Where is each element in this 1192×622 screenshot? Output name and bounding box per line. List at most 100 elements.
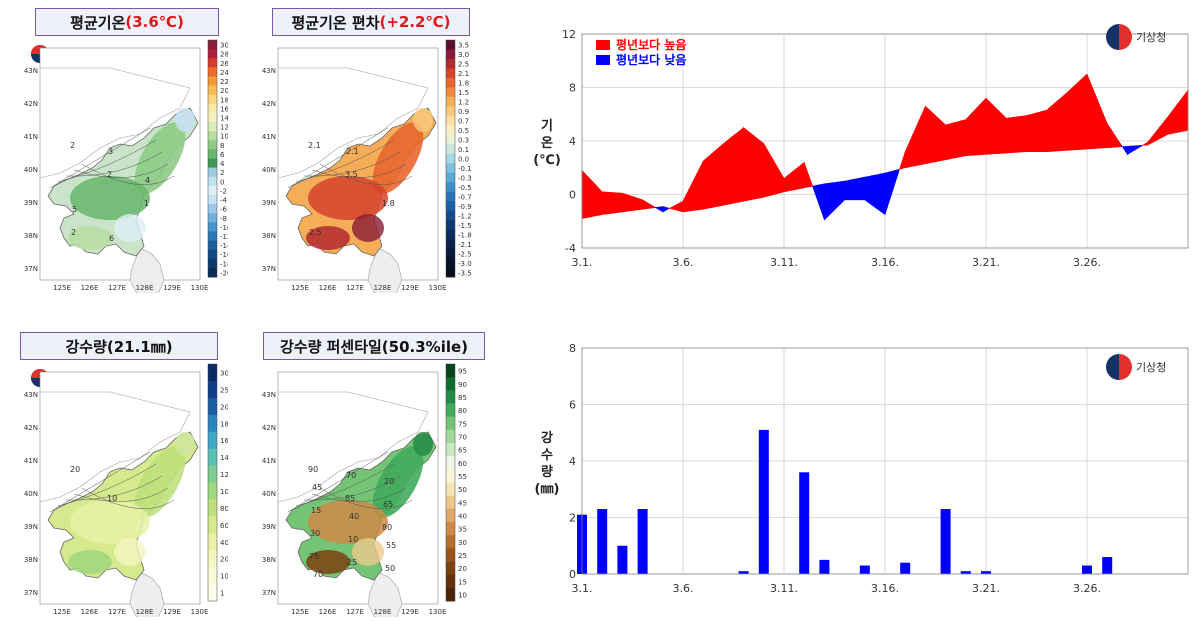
area-above-normal bbox=[1169, 110, 1173, 135]
lat-label: 42N bbox=[24, 424, 38, 432]
area-above-normal bbox=[981, 99, 985, 155]
lat-label: 43N bbox=[262, 391, 276, 399]
area-above-normal bbox=[785, 174, 789, 192]
area-above-normal bbox=[648, 202, 651, 209]
lat-label: 37N bbox=[262, 265, 276, 273]
contour-line bbox=[65, 475, 163, 501]
colorbar-label: -0.3 bbox=[458, 174, 472, 182]
lat-label: 40N bbox=[24, 490, 38, 498]
south-korea-shape bbox=[367, 571, 403, 617]
area-above-normal bbox=[763, 142, 767, 198]
area-above-normal bbox=[628, 194, 631, 212]
map-geo: 2.1 3.5 1.8 2.5 2.1 bbox=[277, 67, 437, 293]
colorbar-cell bbox=[208, 167, 217, 178]
area-above-normal bbox=[1157, 126, 1161, 141]
area-above-normal bbox=[747, 130, 750, 201]
area-above-normal bbox=[1028, 114, 1031, 152]
colorbar-cell bbox=[446, 429, 455, 444]
area-above-normal bbox=[973, 108, 977, 156]
colorbar-label: 30 bbox=[220, 42, 228, 50]
area-below-normal bbox=[818, 184, 821, 209]
area-below-normal bbox=[836, 181, 839, 209]
area-below-normal bbox=[872, 174, 876, 208]
precip-bar bbox=[738, 571, 749, 574]
area-above-normal bbox=[706, 155, 710, 209]
colorbar-cell bbox=[446, 535, 455, 549]
area-above-normal bbox=[605, 191, 609, 215]
contour-line bbox=[49, 127, 151, 189]
colorbar-cell bbox=[446, 49, 455, 60]
area-above-normal bbox=[951, 122, 954, 159]
colorbar-label: 0.3 bbox=[458, 137, 469, 145]
area-above-normal bbox=[959, 120, 963, 158]
area-above-normal bbox=[1153, 131, 1156, 143]
legend-label: 평년보다 낮음 bbox=[616, 52, 686, 67]
contour-label: 50 bbox=[385, 564, 395, 573]
south-korea-shape bbox=[129, 247, 165, 293]
map-panel-temp-anom: 2.1 3.5 1.8 2.5 2.1 43N 42N 41N 40N 39N 38N 37N 125E… bbox=[256, 8, 486, 293]
area-above-normal bbox=[801, 161, 805, 189]
lat-label: 37N bbox=[24, 589, 38, 597]
colorbar-cell bbox=[446, 443, 455, 457]
area-above-normal bbox=[999, 111, 1003, 154]
area-above-normal bbox=[1034, 112, 1037, 152]
area-above-normal bbox=[1020, 115, 1023, 153]
area-below-normal bbox=[1141, 144, 1144, 147]
area-below-normal bbox=[660, 206, 664, 213]
contour-label: 2 bbox=[107, 170, 112, 179]
area-above-normal bbox=[727, 138, 730, 205]
area-above-normal bbox=[612, 192, 615, 214]
area-above-normal bbox=[935, 114, 938, 163]
colorbar-label: 24 bbox=[220, 69, 228, 77]
area-above-normal bbox=[1102, 113, 1106, 149]
map-panel-avg-temp: 기상청2212345643N42N41N40N39N38N37N125E126E… bbox=[18, 8, 228, 293]
area-below-normal bbox=[892, 170, 896, 190]
area-below-normal bbox=[1133, 145, 1136, 152]
area-above-normal bbox=[910, 133, 914, 167]
lon-label: 125E bbox=[53, 608, 71, 616]
china-border bbox=[277, 391, 429, 503]
colorbar-label: 10 bbox=[458, 591, 467, 599]
region-southwest bbox=[306, 226, 350, 250]
map-panel-precip-pct: 90 85 80 75 70 65 30 25 20 15 10 50 45 40 55 70 43N 42N 41… bbox=[256, 332, 486, 617]
area-below-normal bbox=[854, 178, 858, 201]
colorbar-label: -10 bbox=[220, 224, 228, 232]
area-below-normal bbox=[820, 183, 823, 215]
colorbar-cell bbox=[446, 106, 455, 117]
colorbar-label: 18 bbox=[220, 96, 228, 104]
area-above-normal bbox=[601, 191, 605, 215]
colorbar-cell bbox=[208, 258, 217, 269]
lat-label: 40N bbox=[262, 166, 276, 174]
contour-label: 1.8 bbox=[382, 199, 395, 208]
area-above-normal bbox=[1074, 82, 1078, 151]
area-above-normal bbox=[1100, 108, 1104, 149]
lat-label: 38N bbox=[24, 556, 38, 564]
contour-line bbox=[81, 487, 175, 509]
area-above-normal bbox=[1048, 106, 1051, 152]
contour-label: 4 bbox=[145, 176, 150, 185]
area-below-normal bbox=[1121, 144, 1124, 150]
area-above-normal bbox=[614, 192, 617, 214]
area-above-normal bbox=[1084, 73, 1088, 150]
area-above-normal bbox=[797, 164, 801, 190]
area-above-normal bbox=[931, 111, 934, 163]
area-above-normal bbox=[741, 127, 744, 202]
area-above-normal bbox=[943, 122, 946, 161]
colorbar-label: 250 bbox=[220, 386, 228, 394]
area-below-normal bbox=[862, 176, 866, 201]
colorbar-label: 30 bbox=[458, 539, 467, 547]
area-above-normal bbox=[1024, 115, 1027, 153]
area-above-normal bbox=[680, 200, 684, 213]
china-border bbox=[277, 67, 429, 179]
area-above-normal bbox=[725, 139, 728, 206]
colorbar-label: 14 bbox=[220, 114, 228, 122]
area-above-normal bbox=[599, 188, 603, 216]
colorbar-label: -3.0 bbox=[458, 260, 472, 268]
colorbar-label: 45 bbox=[458, 499, 467, 507]
area-above-normal bbox=[1078, 79, 1082, 150]
area-above-normal bbox=[1108, 125, 1112, 148]
area-below-normal bbox=[876, 173, 880, 211]
contour-line bbox=[49, 451, 151, 513]
area-above-normal bbox=[668, 207, 672, 210]
area-above-normal bbox=[620, 192, 623, 213]
